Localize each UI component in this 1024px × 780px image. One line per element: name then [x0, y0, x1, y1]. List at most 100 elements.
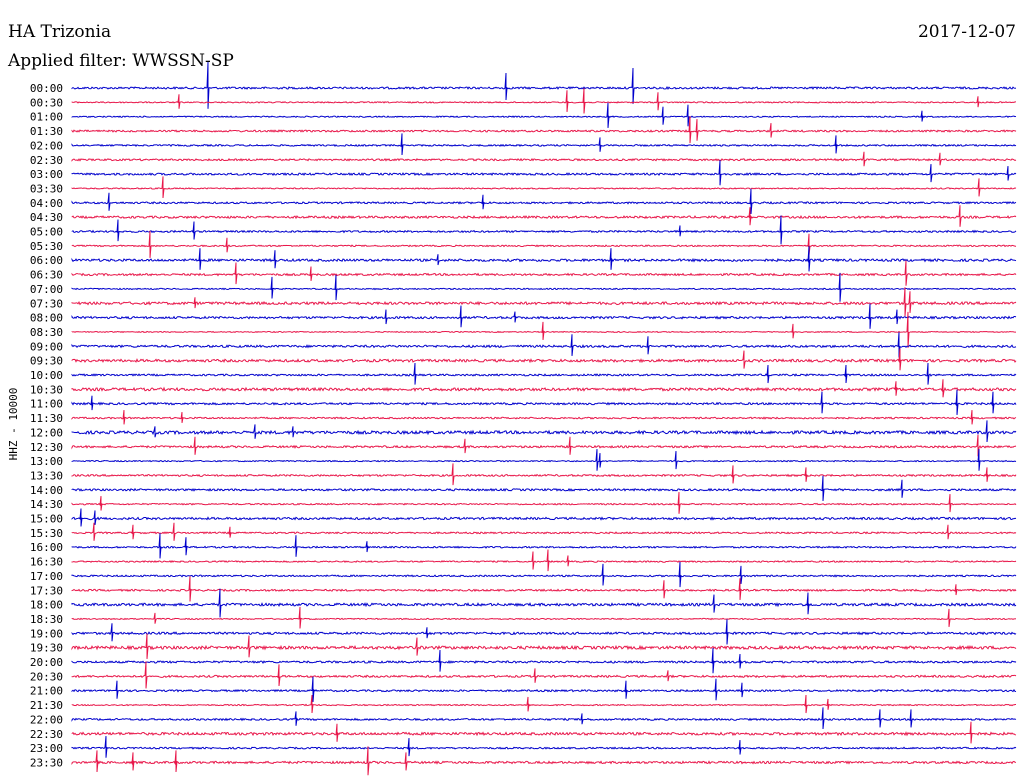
time-tick-label: 10:00 [30, 369, 63, 382]
trace-line [71, 434, 1017, 457]
trace-line [71, 410, 1017, 425]
time-tick-label: 03:30 [30, 182, 63, 195]
trace-line [71, 287, 1017, 317]
trace-line [71, 606, 1017, 629]
trace-line [71, 492, 1017, 514]
time-tick-label: 20:00 [30, 656, 63, 669]
time-tick-label: 05:30 [30, 240, 63, 253]
time-tick-label: 14:30 [30, 498, 63, 511]
trace-line [71, 102, 1017, 128]
time-tick-label: 05:00 [30, 226, 63, 239]
station-name: HA Trizonia [8, 22, 111, 42]
time-tick-label: 00:00 [30, 82, 63, 95]
trace-line [71, 362, 1017, 385]
time-tick-label: 13:00 [30, 455, 63, 468]
time-tick-label: 22:00 [30, 713, 63, 726]
time-tick-label: 09:30 [30, 355, 63, 368]
trace-line [71, 522, 1017, 541]
trace-line [71, 694, 1017, 714]
trace-line [71, 549, 1017, 572]
trace-line [71, 576, 1017, 602]
time-tick-label: 08:00 [30, 312, 63, 325]
trace-line [71, 647, 1017, 674]
trace-line [71, 303, 1017, 329]
time-tick-label: 20:30 [30, 670, 63, 683]
trace-line [71, 661, 1017, 689]
time-tick-label: 12:00 [30, 426, 63, 439]
time-tick-label: 07:00 [30, 283, 63, 296]
trace-line [71, 230, 1017, 258]
time-tick-label: 06:30 [30, 269, 63, 282]
time-tick-label: 18:30 [30, 613, 63, 626]
time-tick-label: 04:00 [30, 197, 63, 210]
trace-line [71, 707, 1017, 730]
trace-line [71, 116, 1017, 144]
time-tick-label: 11:30 [30, 412, 63, 425]
time-tick-label: 02:00 [30, 139, 63, 152]
time-tick-label: 15:30 [30, 527, 63, 540]
time-tick-label: 01:30 [30, 125, 63, 138]
time-tick-label: 14:00 [30, 484, 63, 497]
trace-line [71, 721, 1017, 744]
time-tick-label: 17:00 [30, 570, 63, 583]
time-tick-label: 23:00 [30, 742, 63, 755]
trace-line [71, 508, 1017, 527]
time-tick-label: 10:30 [30, 383, 63, 396]
trace-line [71, 272, 1017, 302]
time-tick-label: 22:30 [30, 728, 63, 741]
applied-filter: Applied filter: WWSSN-SP [7, 51, 234, 71]
trace-line [71, 561, 1017, 588]
record-date: 2017-12-07 [918, 22, 1016, 42]
time-tick-label: 19:00 [30, 627, 63, 640]
trace-line [71, 215, 1017, 245]
trace-line [71, 676, 1017, 702]
trace-line [71, 463, 1017, 486]
seismic-traces [71, 61, 1017, 776]
time-tick-label: 19:30 [30, 642, 63, 655]
time-tick-label: 02:30 [30, 154, 63, 167]
time-tick-label: 07:30 [30, 297, 63, 310]
time-tick-label: 16:30 [30, 556, 63, 569]
trace-line [71, 205, 1017, 227]
trace-line [71, 449, 1017, 471]
trace-line [71, 88, 1017, 114]
time-tick-label: 09:00 [30, 340, 63, 353]
trace-line [71, 379, 1017, 398]
trace-line [71, 736, 1017, 758]
trace-line [71, 151, 1017, 167]
time-tick-label: 01:00 [30, 111, 63, 124]
time-tick-label: 18:00 [30, 599, 63, 612]
trace-line [71, 633, 1017, 659]
time-tick-label: 00:30 [30, 96, 63, 109]
time-tick-label: 21:00 [30, 685, 63, 698]
time-tick-label: 21:30 [30, 699, 63, 712]
trace-line [71, 533, 1017, 559]
trace-line [71, 160, 1017, 186]
trace-line [71, 746, 1017, 776]
time-tick-label: 16:00 [30, 541, 63, 554]
channel-axis-label: HHZ - 10000 [7, 388, 20, 461]
time-tick-label: 15:00 [30, 513, 63, 526]
time-tick-label: 04:30 [30, 211, 63, 224]
trace-line [71, 588, 1017, 618]
time-tick-label: 23:30 [30, 756, 63, 769]
trace-line [71, 389, 1017, 415]
trace-line [71, 311, 1017, 348]
time-tick-label: 13:30 [30, 469, 63, 482]
trace-line [71, 348, 1017, 371]
trace-line [71, 332, 1017, 358]
time-tick-label: 11:00 [30, 398, 63, 411]
time-tick-label: 17:30 [30, 584, 63, 597]
trace-line [71, 260, 1017, 286]
trace-line [71, 176, 1017, 199]
time-tick-label: 06:00 [30, 254, 63, 267]
trace-line [71, 619, 1017, 645]
time-tick-label: 12:30 [30, 441, 63, 454]
trace-line [71, 61, 1017, 109]
trace-line [71, 475, 1017, 502]
trace-line [71, 420, 1017, 443]
trace-line [71, 246, 1017, 272]
trace-line [71, 133, 1017, 156]
